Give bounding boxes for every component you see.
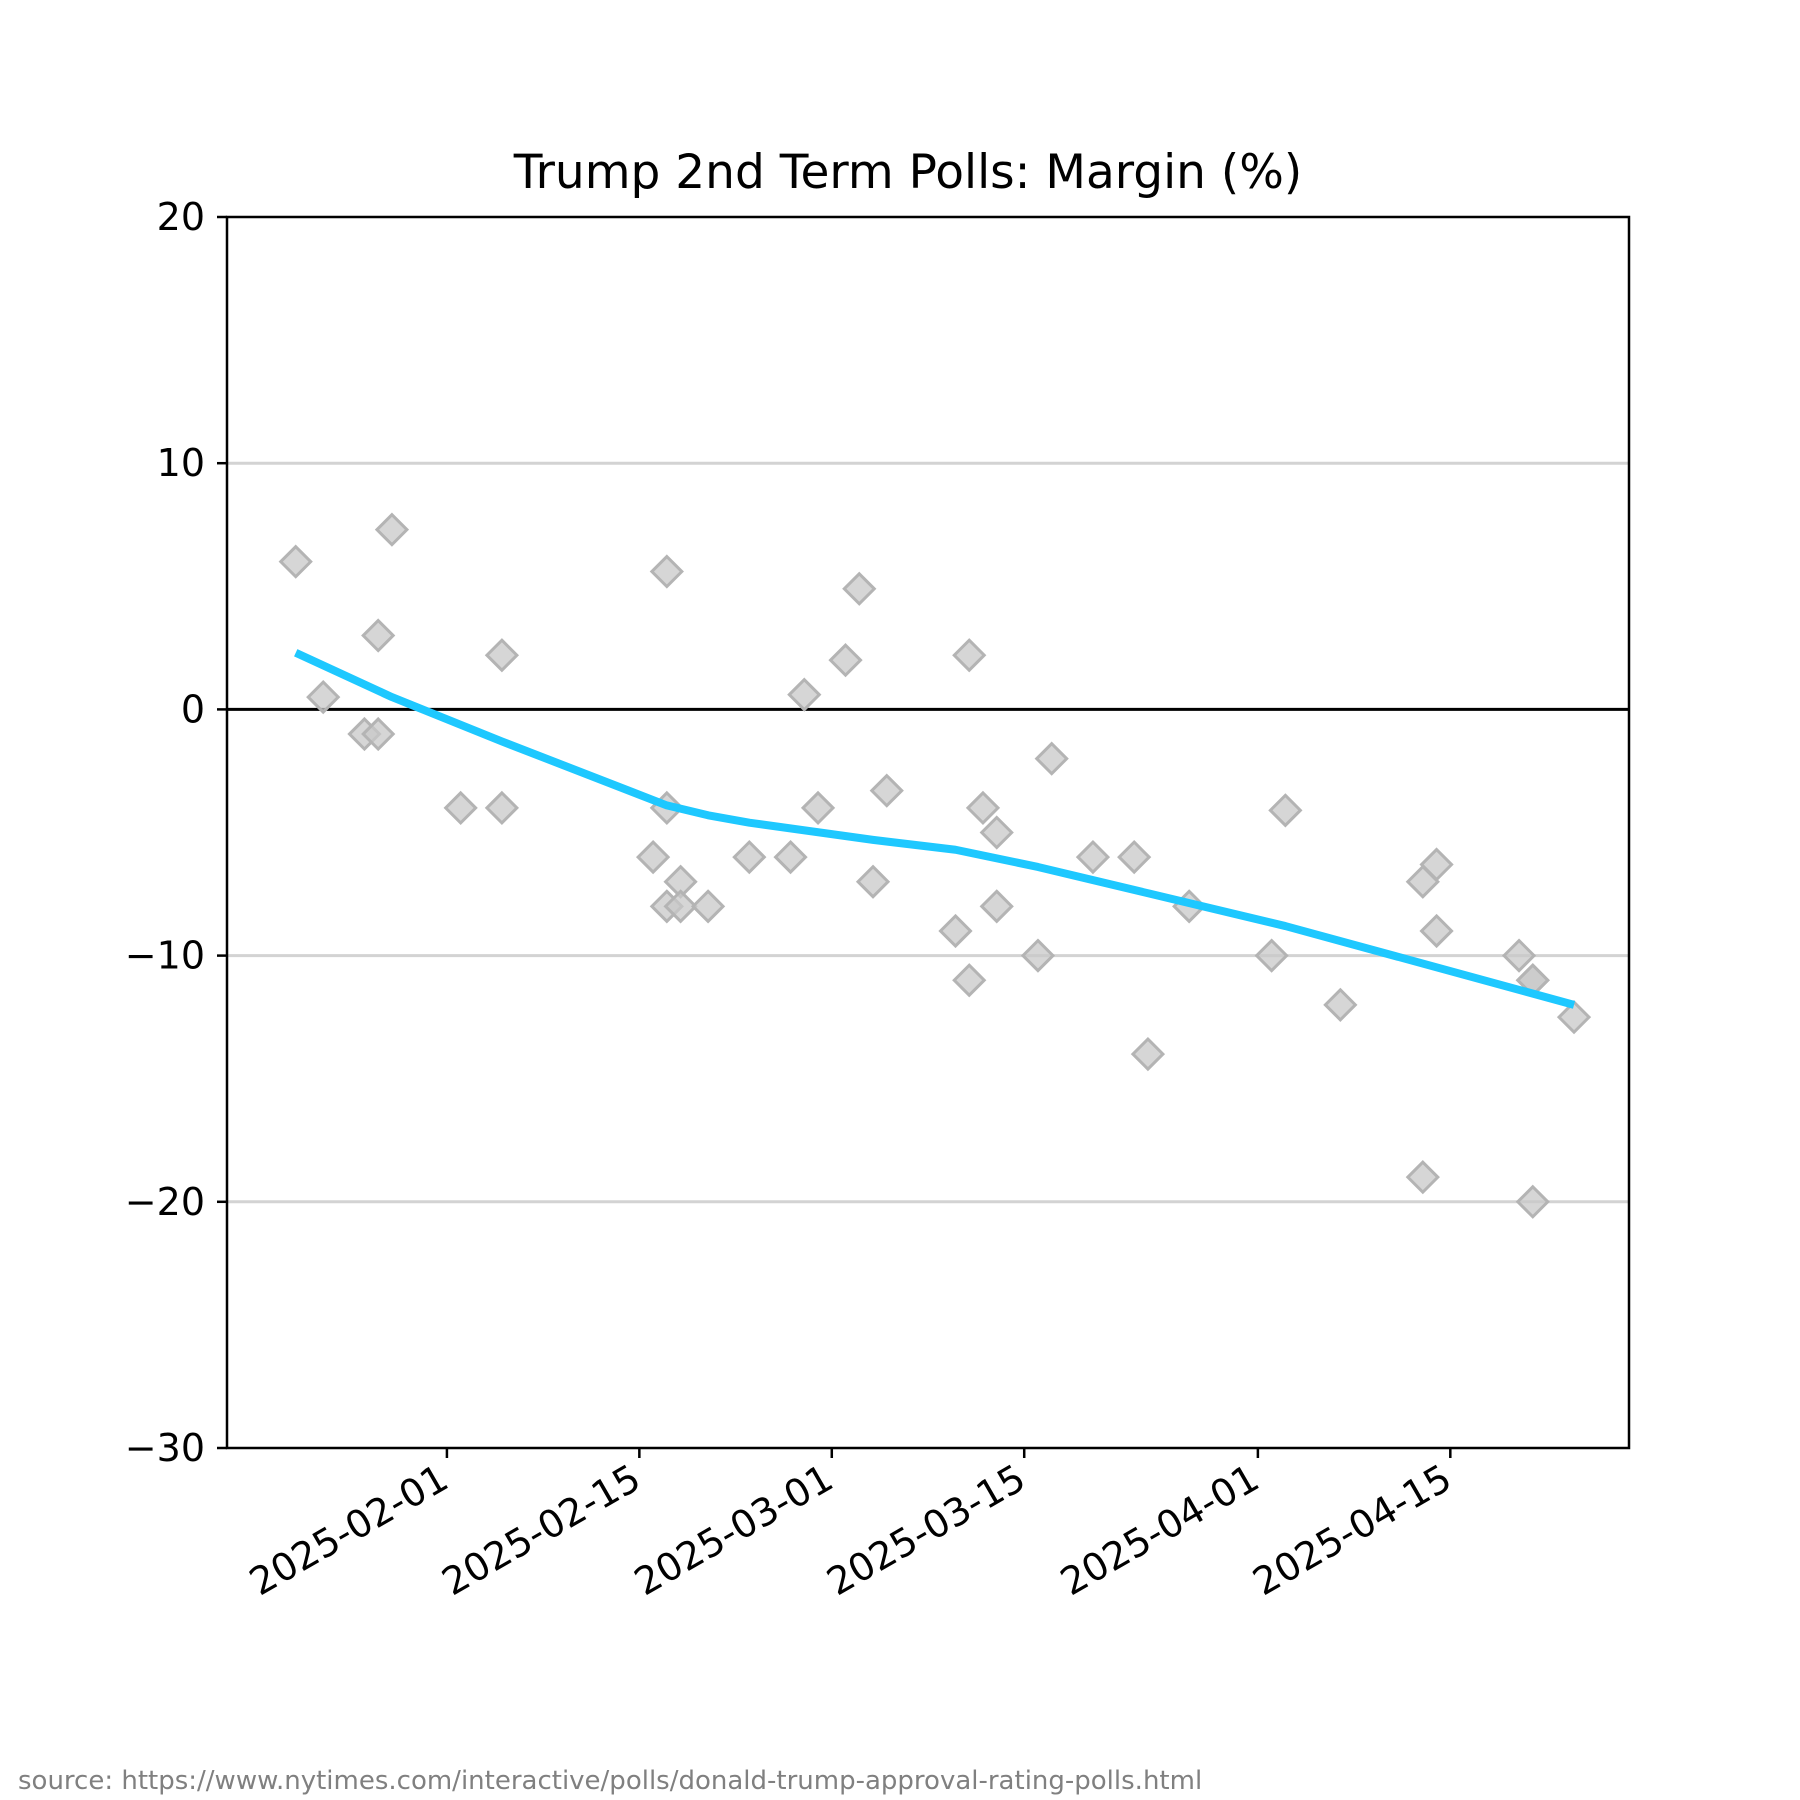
data-point	[1117, 839, 1152, 875]
data-point	[484, 790, 520, 826]
y-tick-label: −10	[125, 934, 205, 978]
data-point	[1405, 1160, 1440, 1195]
data-point	[732, 839, 767, 875]
grid-lines	[227, 461, 1629, 1204]
data-point	[1323, 987, 1358, 1022]
data-point	[952, 638, 987, 673]
data-point	[979, 889, 1014, 924]
y-tick-label: −20	[125, 1180, 205, 1224]
data-point	[1556, 1000, 1592, 1035]
x-tick-label: 2025-02-15	[435, 1456, 648, 1605]
x-tick-label: 2025-04-01	[1053, 1456, 1266, 1605]
x-tick-label: 2025-03-15	[819, 1456, 1032, 1605]
source-note: source: https://www.nytimes.com/interact…	[18, 1766, 1203, 1796]
y-axis: 20 10 0 −10 −20 −30	[125, 195, 227, 1470]
data-point	[649, 554, 684, 589]
y-tick-label: 0	[181, 687, 205, 731]
data-point	[1075, 839, 1111, 875]
data-point	[938, 913, 973, 949]
data-point	[374, 512, 410, 547]
data-point	[361, 618, 396, 653]
data-point	[965, 790, 1001, 826]
data-point	[1034, 741, 1069, 776]
data-point	[663, 889, 698, 924]
data-point	[635, 839, 671, 875]
plot-frame	[225, 215, 1631, 1450]
data-point	[787, 677, 822, 712]
data-point	[855, 864, 891, 899]
y-tick-label: 20	[157, 195, 205, 239]
data-point	[842, 571, 877, 606]
data-point	[1419, 913, 1454, 949]
data-point	[1254, 938, 1289, 973]
data-point	[773, 839, 808, 875]
x-tick-label: 2025-02-01	[242, 1456, 455, 1605]
chart-title: Trump 2nd Term Polls: Margin (%)	[513, 145, 1302, 200]
data-point	[869, 773, 904, 808]
data-point	[361, 716, 396, 752]
data-point	[278, 544, 313, 579]
x-tick-label: 2025-03-01	[627, 1456, 840, 1605]
data-point	[979, 815, 1014, 850]
y-tick-label: −30	[125, 1426, 205, 1470]
data-point	[484, 638, 520, 673]
data-point	[952, 963, 987, 998]
data-point	[800, 790, 836, 826]
data-point	[1268, 793, 1303, 828]
x-axis: 2025-02-012025-02-152025-03-012025-03-15…	[242, 1448, 1459, 1604]
data-point	[1020, 938, 1056, 973]
trend-line	[294, 649, 1576, 1009]
data-point	[690, 889, 726, 924]
data-point	[1419, 847, 1454, 882]
scatter-points	[278, 512, 1592, 1219]
data-point	[1130, 1036, 1166, 1072]
data-point	[828, 643, 863, 678]
x-tick-label: 2025-04-15	[1246, 1456, 1459, 1605]
data-point	[306, 679, 341, 715]
data-point	[443, 790, 478, 826]
data-point	[1501, 938, 1537, 973]
data-point	[1515, 1184, 1550, 1219]
y-tick-label: 10	[157, 441, 205, 485]
